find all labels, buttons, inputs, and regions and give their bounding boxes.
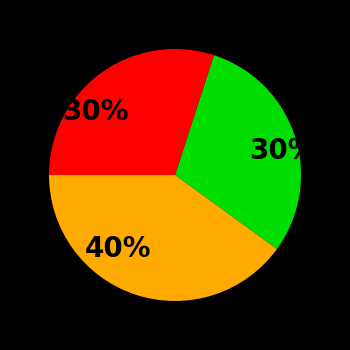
- Wedge shape: [49, 175, 277, 301]
- Text: 30%: 30%: [63, 98, 129, 126]
- Wedge shape: [175, 55, 301, 249]
- Text: 30%: 30%: [249, 137, 316, 165]
- Text: 40%: 40%: [84, 235, 151, 263]
- Wedge shape: [49, 49, 214, 175]
